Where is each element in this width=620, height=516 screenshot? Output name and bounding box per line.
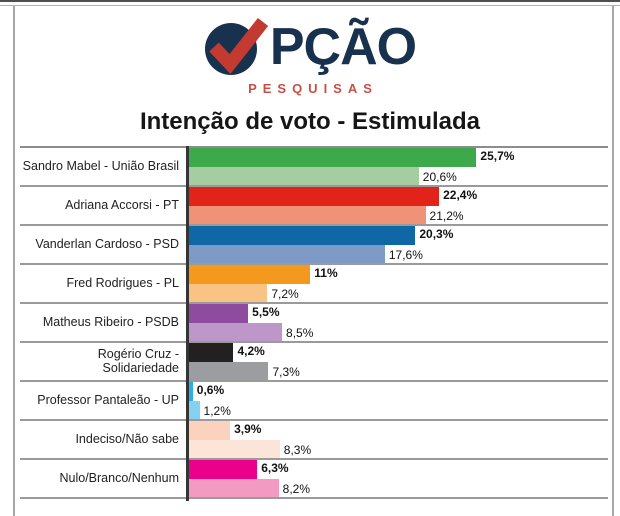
- value-label-current: 25,7%: [480, 149, 515, 164]
- chart-row: Nulo/Branco/Nenhum 6,3% 8,2%: [20, 460, 608, 499]
- bar-previous: [186, 244, 385, 263]
- poll-bar-chart: Sandro Mabel - União Brasil 25,7% 20,6% Adr…: [20, 146, 608, 501]
- logo-wordmark: PÇÃO: [269, 18, 417, 76]
- bar-pair: 25,7% 20,6%: [186, 148, 608, 185]
- opcao-pesquisas-logo: PÇÃO PESQUISAS: [0, 12, 620, 96]
- chart-row: Matheus Ribeiro - PSDB 5,5% 8,5%: [20, 304, 608, 343]
- value-label-previous: 21,2%: [429, 208, 464, 223]
- bar-previous: [186, 322, 283, 341]
- candidate-label: Adriana Accorsi - PT: [65, 197, 179, 212]
- bar-current: [186, 304, 249, 323]
- bar-current: [186, 148, 477, 167]
- bar-current: [186, 343, 234, 362]
- bar-current: [186, 382, 193, 401]
- logo-subtitle: PESQUISAS: [248, 81, 378, 96]
- value-label-current: 0,6%: [196, 383, 225, 398]
- chart-rows: Sandro Mabel - União Brasil 25,7% 20,6% Adr…: [20, 148, 608, 499]
- chart-row: Rogério Cruz - Solidariedade 4,2% 7,3%: [20, 343, 608, 382]
- value-label-current: 20,3%: [419, 227, 454, 242]
- bar-current: [186, 187, 440, 206]
- bar-previous: [186, 205, 426, 224]
- value-label-current: 6,3%: [261, 461, 289, 476]
- value-label-current: 3,9%: [234, 422, 262, 437]
- bar-previous: [186, 478, 279, 497]
- bar-previous: [186, 400, 200, 419]
- chart-row: Vanderlan Cardoso - PSD 20,3% 17,6%: [20, 226, 608, 265]
- bar-pair: 11% 7,2%: [186, 265, 608, 302]
- candidate-label: Matheus Ribeiro - PSDB: [42, 314, 179, 329]
- candidate-label: Professor Pantaleão - UP: [37, 392, 179, 407]
- bar-pair: 20,3% 17,6%: [186, 226, 608, 263]
- frame-right-border: [612, 6, 614, 516]
- candidate-label: Rogério Cruz - Solidariedade: [97, 346, 179, 375]
- bar-previous: [186, 361, 269, 380]
- bar-current: [186, 226, 416, 245]
- checkmark-circle-icon: [204, 13, 268, 77]
- value-label-previous: 7,2%: [271, 286, 299, 301]
- value-label-current: 5,5%: [252, 305, 280, 320]
- value-label-previous: 17,6%: [388, 247, 423, 262]
- value-label-current: 22,4%: [443, 188, 478, 203]
- bar-previous: [186, 166, 419, 185]
- bar-pair: 0,6% 1,2%: [186, 382, 608, 419]
- bar-current: [186, 421, 231, 440]
- value-label-previous: 20,6%: [422, 169, 457, 184]
- value-label-previous: 8,2%: [282, 481, 311, 496]
- candidate-label: Indeciso/Não sabe: [75, 431, 179, 446]
- chart-row: Sandro Mabel - União Brasil 25,7% 20,6%: [20, 148, 608, 187]
- candidate-label: Vanderlan Cardoso - PSD: [35, 236, 179, 251]
- bar-previous: [186, 283, 268, 302]
- bar-pair: 4,2% 7,3%: [186, 343, 608, 380]
- value-label-previous: 8,5%: [286, 325, 314, 340]
- chart-row: Indeciso/Não sabe 3,9% 8,3%: [20, 421, 608, 460]
- candidate-label: Fred Rodrigues - PL: [66, 275, 179, 290]
- candidate-label: Nulo/Branco/Nenhum: [59, 470, 179, 485]
- bar-current: [186, 265, 311, 284]
- bar-pair: 5,5% 8,5%: [186, 304, 608, 341]
- bar-current: [186, 460, 258, 479]
- chart-row: Professor Pantaleão - UP 0,6% 1,2%: [20, 382, 608, 421]
- value-label-previous: 8,3%: [283, 442, 312, 457]
- value-label-previous: 1,2%: [203, 403, 231, 418]
- frame-top-border: [0, 5, 620, 6]
- value-label-current: 4,2%: [237, 344, 265, 359]
- candidate-label: Sandro Mabel - União Brasil: [22, 158, 179, 173]
- value-label-current: 11%: [314, 266, 338, 281]
- axis-baseline: [186, 146, 189, 501]
- chart-row: Fred Rodrigues - PL 11% 7,2%: [20, 265, 608, 304]
- value-label-previous: 7,3%: [272, 364, 300, 379]
- bar-pair: 22,4% 21,2%: [186, 187, 608, 224]
- bar-pair: 6,3% 8,2%: [186, 460, 608, 497]
- bar-pair: 3,9% 8,3%: [186, 421, 608, 458]
- top-edge-line: [0, 0, 620, 2]
- frame-left-border: [13, 6, 15, 516]
- chart-row: Adriana Accorsi - PT 22,4% 21,2%: [20, 187, 608, 226]
- chart-title: Intenção de voto - Estimulada: [139, 108, 481, 135]
- bar-previous: [186, 439, 280, 458]
